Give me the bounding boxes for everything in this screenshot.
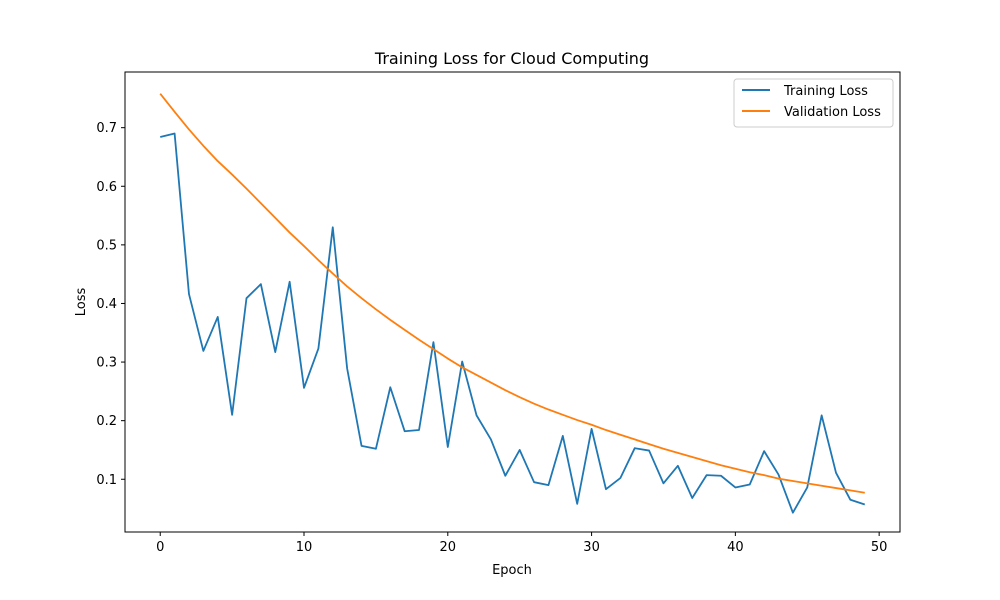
y-tick-label: 0.2 (96, 414, 117, 429)
x-tick-label: 40 (727, 540, 744, 555)
y-tick-label: 0.6 (96, 180, 117, 195)
plot-frame (124, 71, 901, 533)
legend-label-validation: Validation Loss (784, 105, 881, 120)
x-axis-label: Epoch (492, 563, 532, 578)
x-axis: 0 10 20 30 40 50 (156, 532, 887, 555)
x-tick-label: 20 (440, 540, 457, 555)
x-tick-label: 50 (871, 540, 888, 555)
y-tick-label: 0.3 (96, 356, 117, 371)
x-tick-label: 30 (583, 540, 600, 555)
y-tick-label: 0.1 (96, 473, 117, 488)
y-axis: 0.1 0.2 0.3 0.4 0.5 0.6 0.7 (96, 121, 125, 488)
y-tick-label: 0.4 (96, 297, 117, 312)
legend-label-training: Training Loss (783, 84, 868, 99)
legend: Training Loss Validation Loss (733, 78, 894, 128)
y-tick-label: 0.7 (96, 121, 117, 136)
x-tick-label: 0 (156, 540, 164, 555)
chart-title: Training Loss for Cloud Computing (374, 49, 649, 68)
series-line-training-loss (160, 132, 866, 514)
y-axis-label: Loss (74, 288, 89, 317)
x-tick-label: 10 (296, 540, 313, 555)
series-layer (159, 93, 866, 514)
legend-box (733, 78, 894, 128)
series-line-validation-loss (159, 93, 865, 494)
y-tick-label: 0.5 (96, 238, 117, 253)
plot-background (125, 72, 900, 532)
